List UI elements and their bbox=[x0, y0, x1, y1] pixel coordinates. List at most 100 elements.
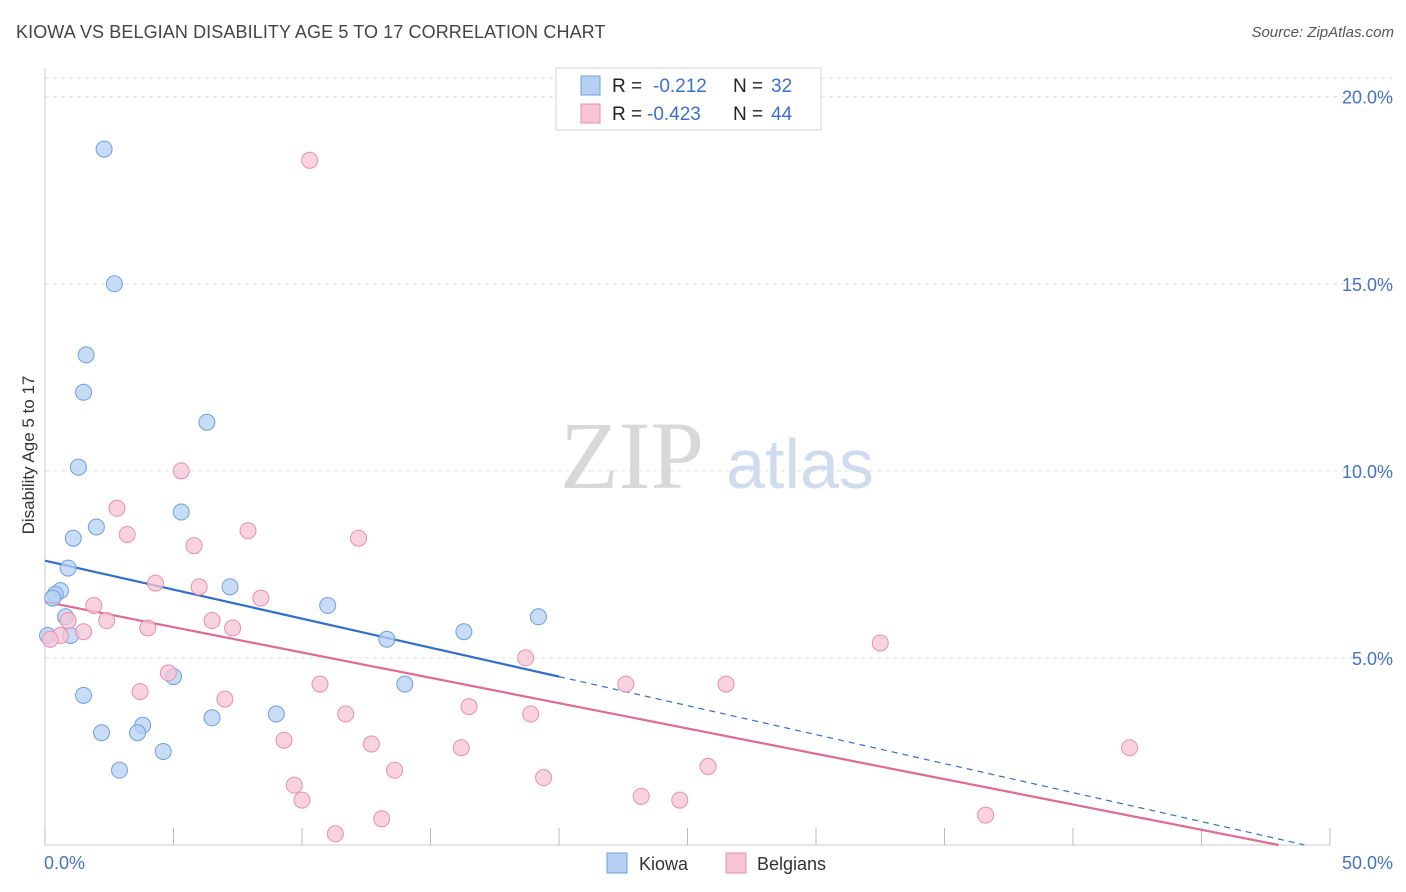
point-belgians-31 bbox=[362, 735, 380, 753]
point-kiowa-19 bbox=[455, 623, 473, 641]
watermark-atlas: atlas bbox=[726, 425, 874, 503]
point-belgians-43 bbox=[326, 825, 344, 843]
legend-r-label-kiowa: R = bbox=[612, 76, 642, 97]
point-belgians-1 bbox=[172, 462, 190, 480]
point-belgians-32 bbox=[452, 739, 470, 757]
legend-r-value-belgians: -0.423 bbox=[647, 104, 701, 125]
y-axis-label: Disability Age 5 to 17 bbox=[19, 376, 38, 535]
point-belgians-15 bbox=[139, 619, 157, 637]
grid-lines bbox=[45, 77, 1392, 659]
point-belgians-41 bbox=[977, 806, 995, 824]
point-kiowa-30 bbox=[111, 761, 129, 779]
point-belgians-33 bbox=[1121, 739, 1139, 757]
point-kiowa-5 bbox=[69, 458, 87, 476]
point-belgians-11 bbox=[203, 612, 221, 630]
point-kiowa-15 bbox=[529, 608, 547, 626]
source-label: Source: ZipAtlas.com bbox=[1251, 24, 1394, 41]
point-kiowa-0 bbox=[95, 140, 113, 158]
point-kiowa-24 bbox=[267, 705, 285, 723]
point-belgians-27 bbox=[460, 698, 478, 716]
point-kiowa-3 bbox=[75, 383, 93, 401]
point-kiowa-1 bbox=[105, 275, 123, 293]
point-belgians-35 bbox=[386, 761, 404, 779]
point-belgians-21 bbox=[159, 664, 177, 682]
point-belgians-38 bbox=[293, 791, 311, 809]
point-kiowa-7 bbox=[87, 518, 105, 536]
point-belgians-28 bbox=[337, 705, 355, 723]
point-belgians-8 bbox=[190, 578, 208, 596]
point-belgians-9 bbox=[252, 589, 270, 607]
point-belgians-7 bbox=[147, 574, 165, 592]
trend-line-belgians bbox=[44, 600, 1279, 847]
legend-n-value-belgians: 44 bbox=[771, 104, 793, 125]
point-belgians-3 bbox=[239, 522, 257, 540]
bottom-legend-label-kiowa: Kiowa bbox=[639, 854, 689, 874]
point-belgians-4 bbox=[350, 529, 368, 547]
trend-lines bbox=[44, 559, 1305, 847]
point-belgians-19 bbox=[871, 634, 889, 652]
legend-r-label-belgians: R = bbox=[612, 104, 642, 125]
x-tick-labels: 0.0% 50.0% bbox=[44, 853, 1393, 873]
point-kiowa-4 bbox=[198, 413, 216, 431]
point-belgians-25 bbox=[131, 683, 149, 701]
point-kiowa-25 bbox=[203, 709, 221, 727]
point-belgians-30 bbox=[275, 731, 293, 749]
point-belgians-37 bbox=[285, 776, 303, 794]
legend-swatch-belgians bbox=[580, 103, 601, 124]
point-belgians-24 bbox=[717, 675, 735, 693]
point-kiowa-9 bbox=[59, 559, 77, 577]
point-kiowa-2 bbox=[77, 346, 95, 364]
watermark-zip: ZIP bbox=[560, 402, 704, 509]
point-belgians-23 bbox=[617, 675, 635, 693]
point-belgians-34 bbox=[699, 757, 717, 775]
legend-bottom: Kiowa Belgians bbox=[606, 852, 826, 874]
point-kiowa-28 bbox=[93, 724, 111, 742]
point-kiowa-14 bbox=[319, 597, 337, 615]
point-belgians-40 bbox=[671, 791, 689, 809]
point-kiowa-21 bbox=[396, 675, 414, 693]
point-belgians-36 bbox=[535, 769, 553, 787]
y-tick-label-1: 10.0% bbox=[1342, 462, 1393, 482]
x-tick-label-1: 50.0% bbox=[1342, 853, 1393, 873]
trend-line-kiowa bbox=[44, 559, 560, 678]
y-tick-label-0: 5.0% bbox=[1352, 649, 1393, 669]
point-belgians-29 bbox=[522, 705, 540, 723]
bottom-legend-swatch-belgians bbox=[725, 852, 747, 874]
point-belgians-16 bbox=[75, 623, 93, 641]
point-kiowa-13 bbox=[44, 589, 62, 607]
point-belgians-14 bbox=[224, 619, 242, 637]
point-belgians-20 bbox=[517, 649, 535, 667]
point-kiowa-6 bbox=[172, 503, 190, 521]
legend-r-value-kiowa: -0.212 bbox=[653, 76, 707, 97]
bottom-legend-label-belgians: Belgians bbox=[757, 854, 826, 874]
legend-n-label-kiowa: N = bbox=[733, 76, 763, 97]
point-belgians-12 bbox=[98, 612, 116, 630]
trend-line-kiowa-extension bbox=[558, 676, 1305, 846]
point-belgians-10 bbox=[85, 597, 103, 615]
chart-title: KIOWA VS BELGIAN DISABILITY AGE 5 TO 17 … bbox=[16, 22, 606, 42]
point-kiowa-20 bbox=[378, 630, 396, 648]
y-tick-labels: 5.0% 10.0% 15.0% 20.0% bbox=[1342, 88, 1393, 669]
point-kiowa-10 bbox=[221, 578, 239, 596]
axes bbox=[44, 68, 1331, 846]
bottom-legend-swatch-kiowa bbox=[606, 852, 628, 874]
legend-swatch-kiowa bbox=[580, 75, 601, 96]
point-belgians-0 bbox=[301, 151, 319, 169]
point-belgians-39 bbox=[632, 787, 650, 805]
point-belgians-26 bbox=[216, 690, 234, 708]
legend-n-value-kiowa: 32 bbox=[771, 76, 792, 97]
point-belgians-6 bbox=[185, 537, 203, 555]
legend-n-label-belgians: N = bbox=[733, 104, 763, 125]
point-belgians-18 bbox=[41, 630, 59, 648]
y-tick-label-2: 15.0% bbox=[1342, 275, 1393, 295]
point-belgians-42 bbox=[373, 810, 391, 828]
point-kiowa-29 bbox=[154, 742, 172, 760]
y-tick-label-3: 20.0% bbox=[1342, 88, 1393, 108]
point-kiowa-27 bbox=[129, 724, 147, 742]
data-points bbox=[39, 140, 1139, 843]
point-belgians-2 bbox=[108, 499, 126, 517]
point-belgians-5 bbox=[118, 525, 136, 543]
point-kiowa-23 bbox=[75, 686, 93, 704]
point-belgians-22 bbox=[311, 675, 329, 693]
